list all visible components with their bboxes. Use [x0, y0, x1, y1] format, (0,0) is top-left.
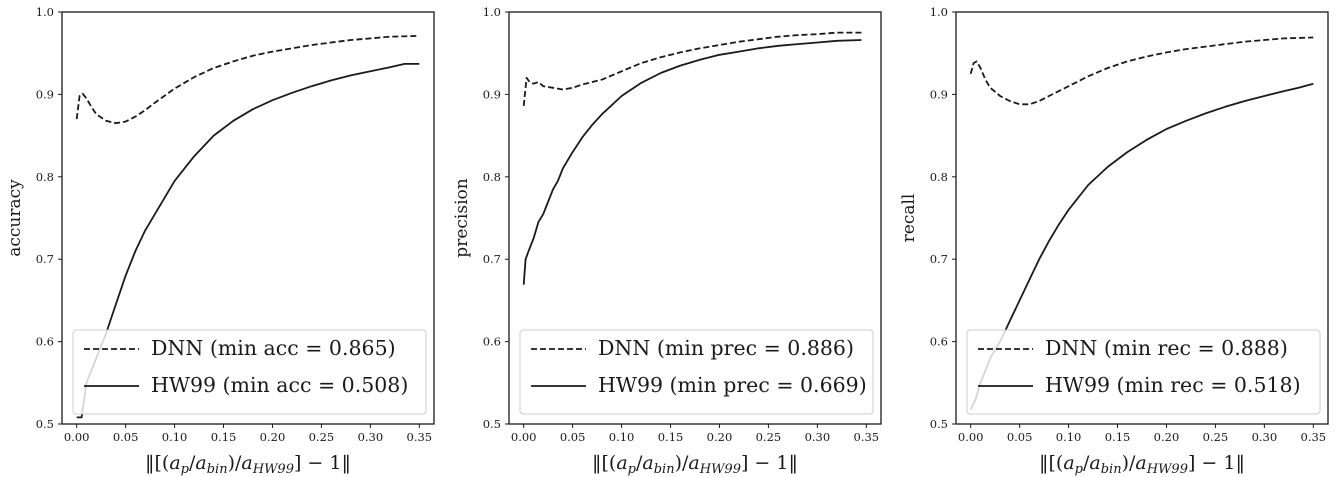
y-tick-label: 1.0	[483, 5, 501, 19]
y-tick-label: 1.0	[930, 5, 948, 19]
x-tick-label: 0.00	[511, 430, 537, 444]
y-tick-label: 0.9	[930, 87, 948, 101]
legend-entry: DNN (min rec = 0.888)	[1045, 336, 1288, 360]
x-tick-label: 0.35	[1301, 430, 1327, 444]
x-tick-label: 0.35	[407, 430, 433, 444]
legend: DNN (min prec = 0.886) HW99 (min prec = 0…	[519, 329, 874, 415]
x-tick-label: 0.25	[309, 430, 335, 444]
x-axis-label: ‖[(ap/abin)/aHW99] − 1‖	[592, 452, 798, 477]
x-tick-label: 0.20	[1154, 430, 1180, 444]
legend-box	[966, 329, 1321, 415]
chart-panel-1: 0.00 0.05 0.10 0.15 0.20 0.25 0.30 0.35 0.5 0.6 0.…	[5, 5, 435, 477]
y-tick-label: 0.6	[930, 335, 948, 349]
y-axis-label: precision	[452, 178, 472, 257]
x-tick-label: 0.20	[260, 430, 286, 444]
legend-entry: HW99 (min rec = 0.518)	[1045, 373, 1301, 397]
x-tick-label: 0.35	[854, 430, 880, 444]
x-tick-label: 0.25	[756, 430, 782, 444]
legend-box	[519, 329, 874, 415]
x-tick-label: 0.10	[609, 430, 635, 444]
x-tick-label: 0.00	[958, 430, 984, 444]
x-tick-label: 0.15	[211, 430, 237, 444]
legend-entry: HW99 (min prec = 0.669)	[598, 373, 867, 397]
x-tick-label: 0.30	[805, 430, 831, 444]
chart-panel-2: 0.00 0.05 0.10 0.15 0.20 0.25 0.30 0.35 0.5 0.6 0.…	[452, 5, 882, 477]
y-axis-label: recall	[899, 194, 919, 243]
x-tick-label: 0.05	[1007, 430, 1033, 444]
x-tick-label: 0.00	[64, 430, 90, 444]
y-tick-label: 0.8	[483, 170, 501, 184]
x-tick-label: 0.25	[1203, 430, 1229, 444]
y-tick-label: 0.8	[36, 170, 54, 184]
legend-entry: HW99 (min acc = 0.508)	[151, 373, 408, 397]
chart-panel-3: 0.00 0.05 0.10 0.15 0.20 0.25 0.30 0.35 0.5 0.6 0.…	[899, 5, 1329, 477]
series-line-hw99	[522, 39, 862, 285]
series-line-dnn	[75, 35, 420, 125]
legend: DNN (min acc = 0.865) HW99 (min acc = 0.5…	[72, 329, 427, 415]
x-tick-label: 0.05	[113, 430, 139, 444]
series-line-dnn	[522, 31, 862, 106]
x-tick-label: 0.05	[560, 430, 586, 444]
x-tick-label: 0.10	[1056, 430, 1082, 444]
y-tick-label: 0.5	[930, 417, 948, 431]
x-tick-label: 0.30	[1252, 430, 1278, 444]
legend: DNN (min rec = 0.888) HW99 (min rec = 0.5…	[966, 329, 1321, 415]
x-tick-label: 0.20	[707, 430, 733, 444]
legend-box	[72, 329, 427, 415]
y-tick-label: 0.8	[930, 170, 948, 184]
x-tick-label: 0.15	[658, 430, 684, 444]
legend-entry: DNN (min prec = 0.886)	[598, 336, 854, 360]
x-axis-label: ‖[(ap/abin)/aHW99] − 1‖	[1039, 452, 1245, 477]
x-tick-label: 0.15	[1105, 430, 1131, 444]
series-line-dnn	[969, 36, 1314, 106]
x-axis-label: ‖[(ap/abin)/aHW99] − 1‖	[145, 452, 351, 477]
y-tick-label: 0.9	[483, 87, 501, 101]
y-axis-label: accuracy	[5, 179, 25, 257]
y-tick-label: 0.5	[36, 417, 54, 431]
y-tick-label: 0.6	[36, 335, 54, 349]
legend-entry: DNN (min acc = 0.865)	[151, 336, 396, 360]
plot-frame	[61, 11, 435, 425]
y-tick-label: 0.7	[483, 252, 501, 266]
plot-frame	[508, 11, 882, 425]
plot-frame	[955, 11, 1329, 425]
y-tick-label: 1.0	[36, 5, 54, 19]
y-tick-label: 0.6	[483, 335, 501, 349]
y-tick-label: 0.9	[36, 87, 54, 101]
y-tick-label: 0.7	[930, 252, 948, 266]
x-tick-label: 0.30	[358, 430, 384, 444]
x-tick-label: 0.10	[162, 430, 188, 444]
y-tick-label: 0.5	[483, 417, 501, 431]
y-tick-label: 0.7	[36, 252, 54, 266]
